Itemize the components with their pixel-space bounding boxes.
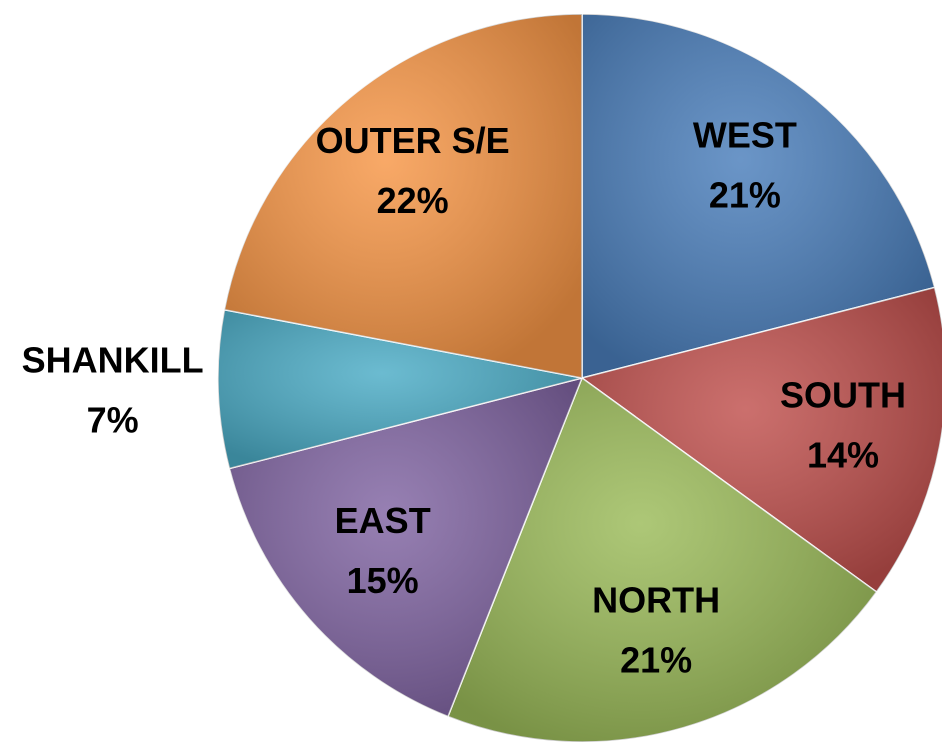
value-label: 14%: [807, 434, 879, 475]
slice-label: SOUTH: [780, 374, 906, 415]
slice-label: NORTH: [592, 580, 720, 621]
value-label: 21%: [709, 175, 781, 216]
slice-label: SHANKILL: [22, 339, 204, 380]
value-label: 15%: [347, 560, 419, 601]
slice-label: WEST: [693, 115, 797, 156]
slice-label: OUTER S/E: [316, 120, 510, 161]
value-label: 7%: [87, 399, 139, 440]
value-label: 22%: [377, 180, 449, 221]
slice-label: EAST: [335, 500, 431, 541]
value-label: 21%: [620, 640, 692, 681]
